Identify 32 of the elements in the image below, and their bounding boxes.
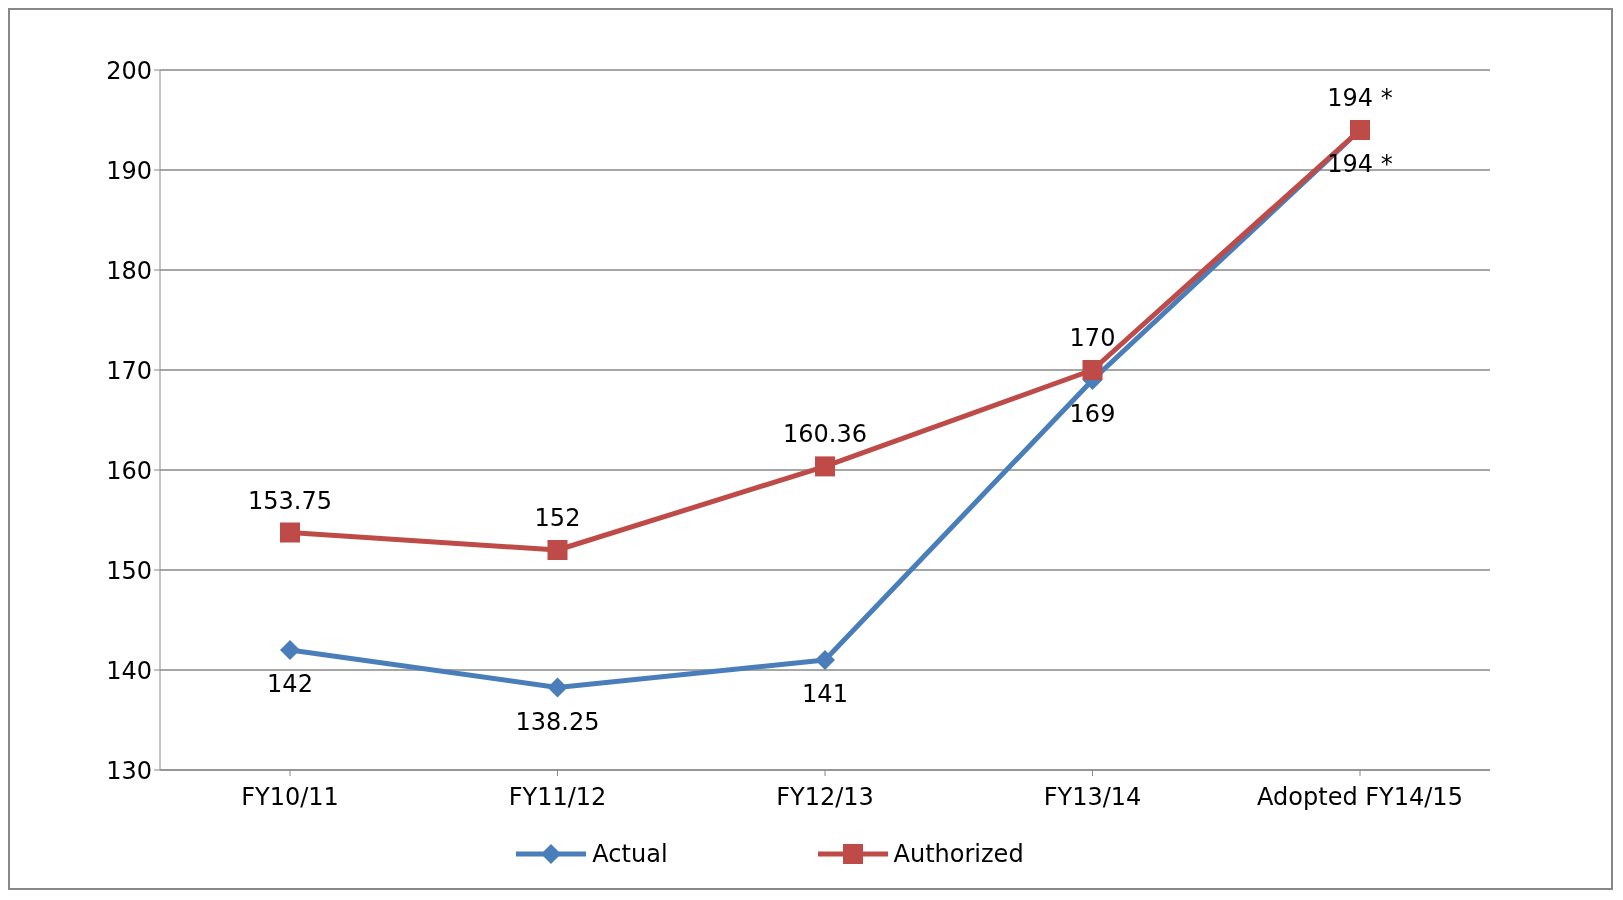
y-tick-label: 170 bbox=[106, 356, 152, 385]
y-tick-label: 200 bbox=[106, 56, 152, 85]
y-tick-label: 160 bbox=[106, 456, 152, 485]
y-tick-label: 140 bbox=[106, 656, 152, 685]
y-tick-label: 150 bbox=[106, 556, 152, 585]
point bbox=[280, 640, 300, 660]
point bbox=[547, 677, 568, 698]
legend-label: Actual bbox=[592, 840, 668, 868]
legend-label: Authorized bbox=[893, 840, 1024, 868]
x-tick-label: Adopted FY14/15 bbox=[1257, 783, 1463, 812]
data-label: 169 bbox=[1069, 400, 1116, 428]
y-tick-label: 190 bbox=[106, 156, 152, 185]
point bbox=[547, 540, 568, 560]
data-label: 194 * bbox=[1327, 150, 1393, 178]
point bbox=[280, 522, 300, 543]
x-tick-label: FY13/14 bbox=[1043, 783, 1142, 812]
y-tick-label: 130 bbox=[106, 756, 152, 785]
y-tick-label: 180 bbox=[106, 256, 152, 285]
x-tick-label: FY10/11 bbox=[241, 783, 339, 812]
data-label: 141 bbox=[802, 680, 848, 708]
x-tick-label: FY12/13 bbox=[776, 783, 874, 812]
point bbox=[815, 650, 835, 670]
point bbox=[815, 456, 835, 477]
data-label: 142 bbox=[267, 670, 313, 698]
data-label: 194 * bbox=[1327, 84, 1393, 112]
data-label: 170 bbox=[1069, 324, 1116, 352]
data-label: 153.75 bbox=[248, 486, 332, 515]
data-label: 160.36 bbox=[783, 420, 867, 449]
x-tick-label: FY11/12 bbox=[508, 783, 607, 812]
data-label: 152 bbox=[534, 504, 581, 532]
point bbox=[1082, 360, 1103, 380]
data-label: 138.25 bbox=[515, 707, 600, 736]
